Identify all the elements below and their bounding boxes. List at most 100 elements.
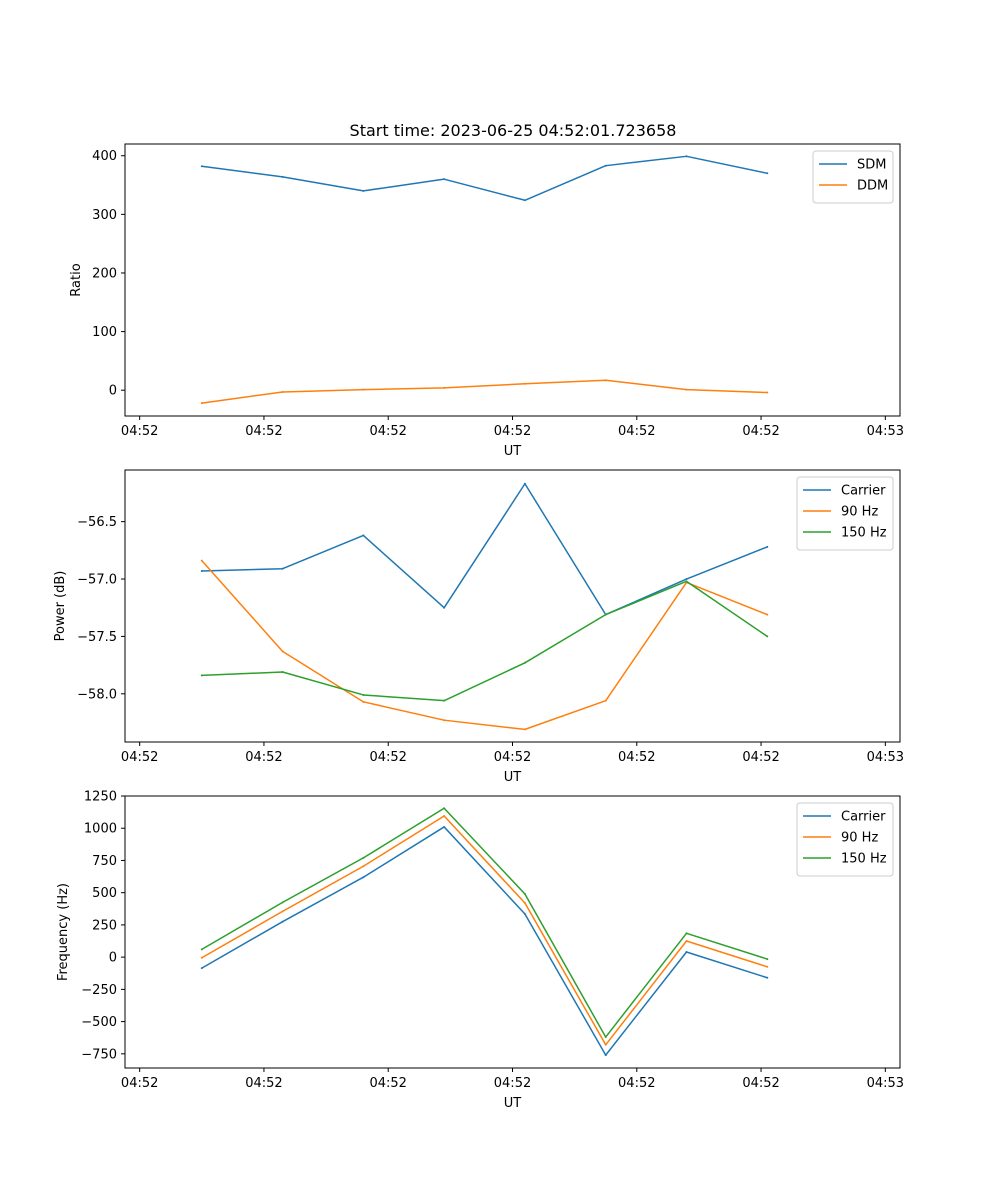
x-tick-label: 04:52: [369, 424, 406, 439]
y-axis-label: Frequency (Hz): [56, 883, 71, 981]
legend-label: DDM: [857, 179, 888, 194]
data-point: [443, 814, 446, 817]
series-line-ddm: [201, 379, 768, 404]
x-tick-label: 04:52: [494, 424, 531, 439]
legend: Carrier 90 Hz 150 Hz: [796, 802, 894, 877]
data-point: [281, 650, 284, 653]
data-point: [685, 155, 688, 158]
y-axis-label: Power (dB): [53, 571, 68, 642]
data-point: [604, 1036, 607, 1039]
y-tick-label: 300: [92, 208, 117, 223]
data-point: [604, 1043, 607, 1046]
panel-2: 04:52 04:52 04:52 04:52 04:52 04:52 04:53 −58.0…: [53, 469, 904, 785]
x-tick-label: 04:53: [867, 424, 904, 439]
data-point: [362, 865, 365, 868]
data-point: [604, 379, 607, 382]
data-point: [523, 892, 526, 895]
data-point: [443, 719, 446, 722]
y-tick-label: 0: [109, 384, 117, 399]
x-tick-label: 04:52: [245, 424, 282, 439]
data-point: [766, 958, 769, 961]
data-point: [281, 567, 284, 570]
data-point: [766, 545, 769, 548]
data-point: [362, 693, 365, 696]
chart-panels: 04:52 04:52 04:52 04:52 04:52 04:52 04:53 0 100 2…: [53, 143, 904, 1112]
x-tick-label: 04:52: [742, 424, 779, 439]
data-point: [766, 172, 769, 175]
data-point: [443, 178, 446, 181]
data-point: [523, 382, 526, 385]
y-axis-label: Ratio: [69, 263, 84, 296]
x-tick-label: 04:52: [494, 1076, 531, 1091]
legend: Carrier 90 Hz 150 Hz: [796, 476, 894, 551]
legend-label: 150 Hz: [841, 526, 887, 541]
x-tick-label: 04:52: [742, 750, 779, 765]
x-tick-label: 04:52: [245, 750, 282, 765]
panel-3: 04:52 04:52 04:52 04:52 04:52 04:52 04:53 −750 −…: [56, 790, 904, 1112]
y-tick-label: 100: [92, 325, 117, 340]
data-point: [443, 807, 446, 810]
series-line-150-hz: [201, 580, 768, 702]
x-tick-label: 04:52: [618, 750, 655, 765]
data-point: [281, 901, 284, 904]
data-point: [362, 189, 365, 192]
data-point: [766, 965, 769, 968]
x-tick-label: 04:52: [121, 424, 158, 439]
data-point: [362, 700, 365, 703]
series-line-90-hz: [201, 560, 768, 731]
data-point: [685, 580, 688, 583]
x-tick-label: 04:52: [121, 750, 158, 765]
data-point: [604, 1054, 607, 1057]
data-point: [443, 386, 446, 389]
data-point: [200, 559, 203, 562]
x-axis-label: UT: [504, 444, 522, 459]
data-point: [443, 606, 446, 609]
legend-label: 90 Hz: [841, 831, 878, 846]
data-point: [766, 635, 769, 638]
data-point: [200, 570, 203, 572]
data-point: [766, 391, 769, 394]
data-point: [200, 956, 203, 959]
y-tick-label: −750: [81, 1047, 117, 1062]
data-point: [281, 910, 284, 913]
data-point: [200, 674, 203, 677]
series-line-carrier: [201, 826, 768, 1056]
legend: SDM DDM: [812, 150, 894, 204]
data-point: [523, 199, 526, 202]
data-point: [685, 578, 688, 581]
y-tick-label: 1000: [84, 822, 117, 837]
y-tick-label: 200: [92, 266, 117, 281]
data-point: [523, 728, 526, 731]
y-tick-label: −58.0: [77, 687, 117, 702]
data-point: [281, 390, 284, 393]
legend-label: Carrier: [841, 484, 886, 499]
x-tick-label: 04:52: [494, 750, 531, 765]
x-axis-label: UT: [504, 1096, 522, 1111]
legend-label: 150 Hz: [841, 852, 887, 867]
data-point: [685, 950, 688, 953]
data-point: [766, 976, 769, 979]
x-tick-label: 04:53: [867, 750, 904, 765]
series-line-90-hz: [201, 815, 768, 1046]
data-point: [604, 164, 607, 167]
figure-title: Start time: 2023-06-25 04:52:01.723658: [350, 121, 677, 140]
data-point: [362, 388, 365, 391]
x-tick-label: 04:52: [245, 1076, 282, 1091]
data-point: [200, 402, 203, 405]
data-point: [281, 670, 284, 673]
data-point: [443, 825, 446, 828]
y-tick-label: −57.0: [77, 573, 117, 588]
panel-1: 04:52 04:52 04:52 04:52 04:52 04:52 04:53 0 100 2…: [69, 143, 904, 459]
x-axis-label: UT: [504, 770, 522, 785]
data-point: [685, 932, 688, 935]
data-point: [362, 876, 365, 879]
y-tick-label: −56.5: [77, 515, 117, 530]
y-tick-label: 750: [92, 854, 117, 869]
y-tick-label: 500: [92, 886, 117, 901]
y-tick-label: 1250: [84, 790, 117, 805]
data-point: [443, 699, 446, 702]
data-point: [362, 856, 365, 859]
y-tick-label: 250: [92, 918, 117, 933]
data-point: [604, 613, 607, 616]
